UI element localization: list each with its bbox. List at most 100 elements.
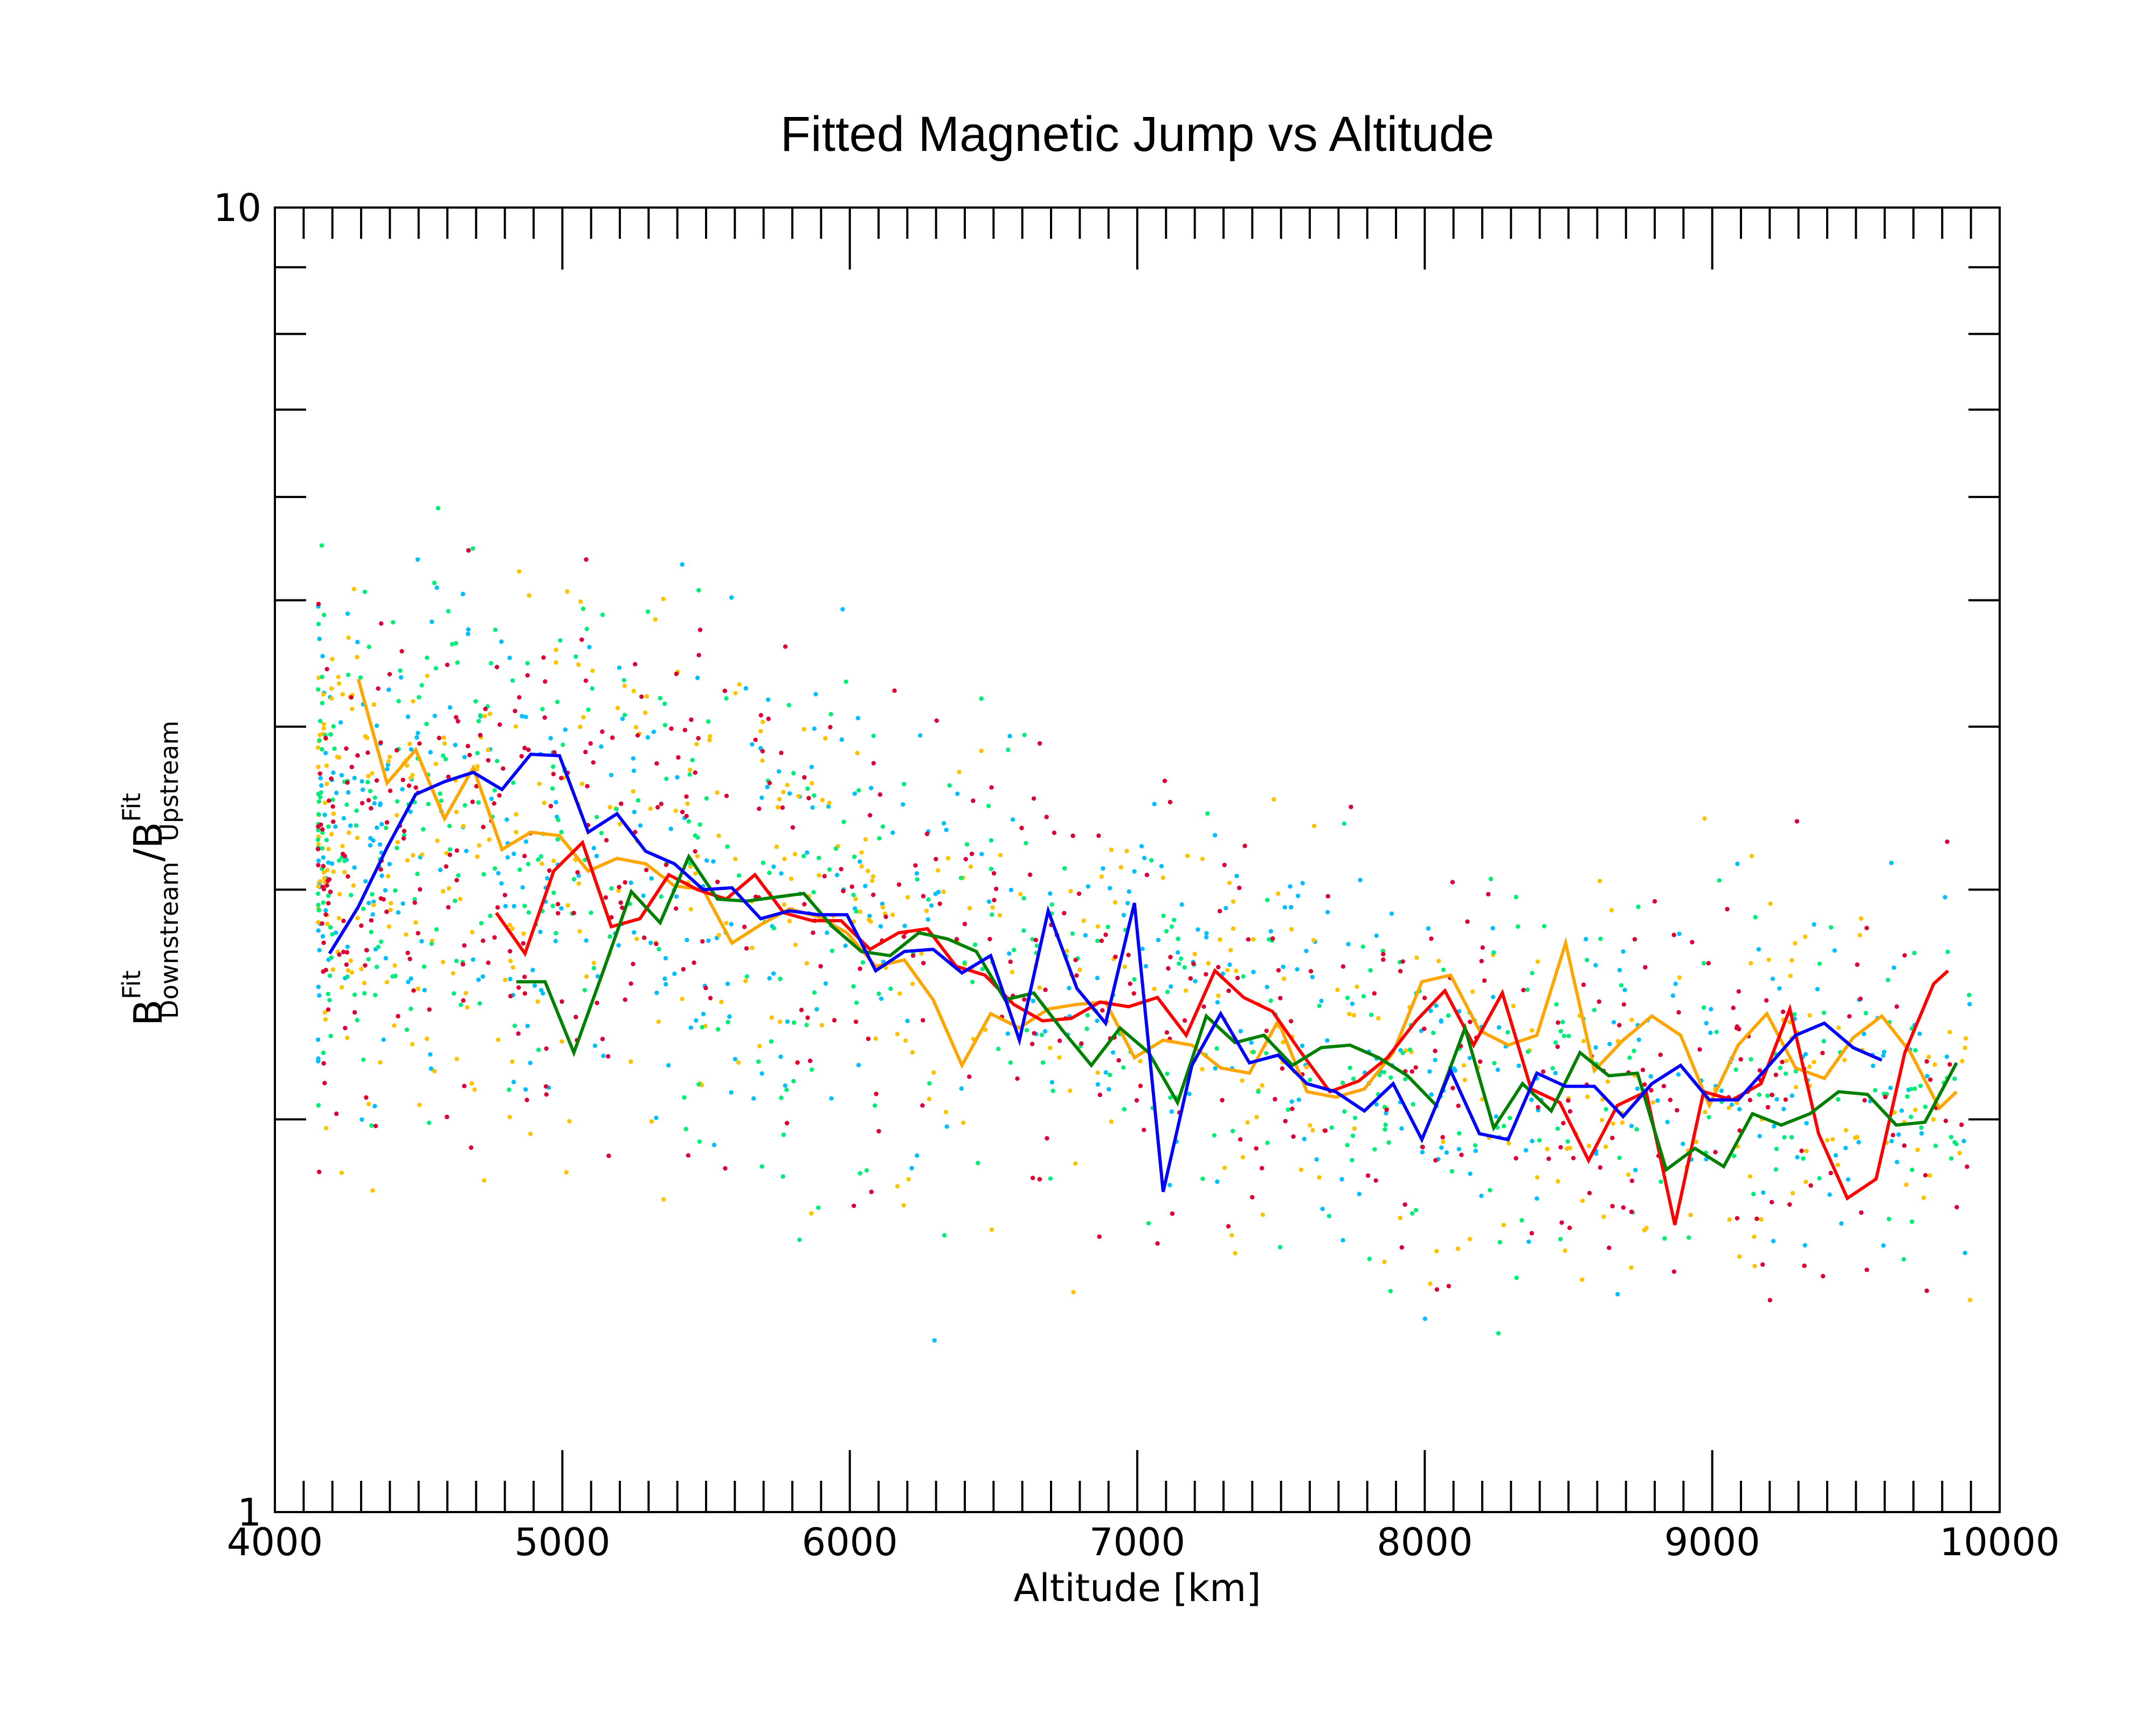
scatter-point (934, 718, 939, 723)
scatter-point (351, 883, 356, 888)
scatter-point (695, 854, 700, 859)
scatter-point (1636, 905, 1641, 909)
scatter-point (1280, 1066, 1285, 1071)
scatter-point (1650, 1100, 1656, 1105)
scatter-point (511, 1080, 516, 1085)
scatter-point (326, 901, 331, 906)
scatter-point (516, 569, 522, 574)
scatter-point (895, 1032, 900, 1037)
scatter-point (407, 956, 412, 962)
scatter-point (1773, 1167, 1778, 1172)
scatter-point (1109, 847, 1114, 852)
scatter-point (355, 753, 360, 758)
scatter-point (316, 687, 321, 692)
scatter-point (467, 753, 472, 757)
scatter-point (362, 981, 367, 985)
y-label-slash: /B (126, 822, 171, 862)
scatter-point (1962, 1251, 1967, 1255)
scatter-point (440, 889, 446, 894)
scatter-point (1948, 1135, 1954, 1140)
scatter-point (1037, 985, 1042, 990)
scatter-point (708, 996, 713, 1000)
scatter-point (1118, 865, 1123, 870)
scatter-point (1737, 1128, 1742, 1133)
scatter-point (364, 735, 370, 740)
scatter-point (486, 758, 491, 763)
scatter-point (451, 971, 455, 976)
scatter-point (328, 974, 333, 978)
scatter-point (1793, 1069, 1798, 1074)
scatter-point (851, 1203, 856, 1209)
scatter-point (807, 1058, 813, 1064)
scatter-point (1629, 1265, 1634, 1270)
scatter-point (590, 668, 595, 673)
scatter-point (1902, 953, 1907, 958)
scatter-point (1165, 1071, 1170, 1077)
scatter-point (1774, 1097, 1779, 1102)
scatter-point (595, 1000, 599, 1005)
scatter-point (1031, 998, 1036, 1004)
scatter-point (617, 822, 623, 826)
scatter-point (1676, 1072, 1681, 1077)
scatter-point (370, 771, 375, 776)
scatter-point (1140, 947, 1145, 951)
scatter-point (736, 873, 742, 878)
scatter-point (348, 958, 353, 963)
y-label-sup2: Fit (117, 793, 146, 822)
scatter-point (1516, 924, 1521, 929)
scatter-point (1731, 1005, 1736, 1010)
scatter-point (1113, 954, 1118, 960)
scatter-point (1480, 1097, 1485, 1102)
scatter-point (1311, 823, 1317, 829)
scatter-point (1760, 1262, 1765, 1267)
scatter-point (1714, 1030, 1719, 1034)
scatter-point (1863, 1011, 1868, 1016)
scatter-point (1096, 833, 1101, 838)
scatter-point (1558, 1237, 1563, 1241)
scatter-point (1238, 1137, 1243, 1142)
scatter-point (1804, 1149, 1809, 1154)
scatter-point (695, 835, 700, 840)
scatter-point (1652, 899, 1657, 904)
scatter-point (600, 612, 605, 617)
scatter-point (352, 992, 357, 997)
scatter-point (1168, 1095, 1173, 1100)
scatter-point (440, 960, 446, 964)
scatter-point (1812, 1059, 1816, 1065)
scatter-point (1912, 950, 1917, 956)
scatter-point (802, 902, 807, 907)
scatter-point (1455, 1246, 1461, 1251)
scatter-point (1142, 1128, 1146, 1133)
scatter-point (1473, 1143, 1478, 1148)
scatter-point (510, 926, 515, 931)
scatter-point (628, 1059, 633, 1064)
scatter-point (1216, 964, 1221, 970)
scatter-point (1799, 1148, 1804, 1154)
scatter-point (1462, 1078, 1467, 1082)
scatter-point (631, 768, 637, 774)
scatter-point (1268, 998, 1273, 1003)
scatter-point (488, 913, 493, 919)
scatter-point (516, 1031, 521, 1036)
scatter-point (327, 998, 332, 1003)
scatter-point (323, 1126, 329, 1131)
scatter-point (1352, 1126, 1357, 1131)
scatter-point (654, 941, 659, 947)
scatter-point (737, 682, 742, 687)
scatter-point (1381, 951, 1386, 957)
scatter-point (1182, 1018, 1187, 1023)
scatter-point (554, 799, 558, 805)
scatter-point (918, 733, 923, 738)
scatter-point (1621, 1002, 1626, 1007)
scatter-point (1770, 976, 1775, 982)
scatter-point (355, 916, 360, 921)
scatter-point (1967, 1298, 1973, 1302)
scatter-point (1100, 1008, 1105, 1013)
scatter-point (1751, 1191, 1756, 1197)
scatter-point (316, 827, 321, 833)
scatter-point (785, 783, 790, 788)
scatter-point (609, 886, 614, 891)
scatter-point (1339, 1177, 1344, 1182)
scatter-point (395, 845, 399, 851)
scatter-point (1289, 1019, 1294, 1024)
